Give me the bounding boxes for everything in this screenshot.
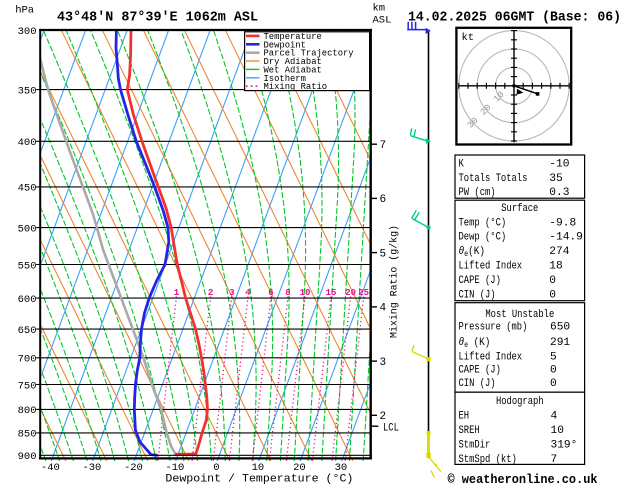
svg-text:291: 291 bbox=[550, 337, 570, 349]
svg-text:600: 600 bbox=[18, 294, 37, 306]
svg-text:CIN (J): CIN (J) bbox=[459, 289, 496, 301]
svg-text:900: 900 bbox=[18, 451, 37, 463]
svg-text:25: 25 bbox=[358, 288, 369, 298]
svg-text:7: 7 bbox=[380, 140, 387, 152]
svg-text:3: 3 bbox=[380, 357, 387, 369]
svg-text:StmDir: StmDir bbox=[459, 440, 491, 452]
svg-text:2: 2 bbox=[380, 411, 387, 423]
svg-text:10: 10 bbox=[551, 425, 565, 437]
svg-text:500: 500 bbox=[18, 223, 37, 235]
svg-text:CAPE (J): CAPE (J) bbox=[459, 275, 501, 287]
svg-text:0: 0 bbox=[550, 378, 557, 390]
svg-text:4: 4 bbox=[245, 288, 251, 298]
svg-text:Mixing Ratio: Mixing Ratio bbox=[264, 81, 328, 92]
svg-text:8: 8 bbox=[285, 288, 290, 298]
svg-text:Lifted Index: Lifted Index bbox=[459, 261, 523, 273]
svg-text:Dewpoint / Temperature (°C): Dewpoint / Temperature (°C) bbox=[165, 474, 353, 486]
svg-text:-14.9: -14.9 bbox=[549, 232, 583, 244]
svg-text:Isotherm: Isotherm bbox=[264, 73, 307, 84]
svg-text:Mixing Ratio (g/kg): Mixing Ratio (g/kg) bbox=[389, 225, 401, 338]
svg-text:EH: EH bbox=[459, 411, 470, 423]
svg-text:0: 0 bbox=[213, 462, 219, 474]
svg-text:Dry Adiabat: Dry Adiabat bbox=[264, 56, 322, 67]
svg-text:StmSpd (kt): StmSpd (kt) bbox=[459, 454, 517, 466]
svg-text:300: 300 bbox=[18, 26, 37, 38]
svg-text:6: 6 bbox=[380, 194, 387, 206]
svg-text:Surface: Surface bbox=[501, 203, 538, 215]
svg-text:35: 35 bbox=[549, 173, 562, 185]
svg-text:15: 15 bbox=[326, 288, 337, 298]
svg-text:30: 30 bbox=[335, 462, 348, 474]
svg-text:0.3: 0.3 bbox=[549, 187, 569, 199]
svg-text:750: 750 bbox=[18, 380, 37, 392]
svg-text:-10: -10 bbox=[549, 158, 569, 170]
svg-text:ASL: ASL bbox=[373, 15, 392, 27]
svg-text:800: 800 bbox=[18, 405, 37, 417]
svg-text:4: 4 bbox=[551, 411, 558, 423]
svg-text:θe(K): θe(K) bbox=[459, 246, 486, 259]
svg-text:Pressure (mb): Pressure (mb) bbox=[459, 321, 528, 333]
svg-text:650: 650 bbox=[18, 325, 37, 337]
svg-text:Dewpoint: Dewpoint bbox=[264, 39, 306, 50]
svg-text:km: km bbox=[373, 3, 386, 15]
svg-text:-9.8: -9.8 bbox=[549, 217, 576, 229]
svg-text:10: 10 bbox=[252, 462, 265, 474]
svg-text:-30: -30 bbox=[82, 462, 101, 474]
svg-text:400: 400 bbox=[18, 137, 37, 149]
svg-text:3: 3 bbox=[229, 288, 234, 298]
svg-text:43°48'N 87°39'E 1062m ASL: 43°48'N 87°39'E 1062m ASL bbox=[57, 10, 258, 25]
svg-text:CIN (J): CIN (J) bbox=[459, 378, 496, 390]
svg-text:14.02.2025 06GMT (Base: 06): 14.02.2025 06GMT (Base: 06) bbox=[408, 10, 621, 25]
svg-text:CAPE (J): CAPE (J) bbox=[459, 365, 501, 377]
svg-text:PW (cm): PW (cm) bbox=[459, 187, 496, 199]
svg-text:hPa: hPa bbox=[15, 5, 34, 17]
svg-text:-40: -40 bbox=[41, 462, 60, 474]
svg-text:Parcel Trajectory: Parcel Trajectory bbox=[264, 48, 355, 59]
svg-text:-20: -20 bbox=[124, 462, 143, 474]
svg-text:2: 2 bbox=[208, 288, 213, 298]
svg-text:5: 5 bbox=[380, 248, 387, 260]
svg-text:Temperature: Temperature bbox=[264, 31, 322, 42]
svg-text:18: 18 bbox=[549, 261, 562, 273]
svg-text:0: 0 bbox=[550, 365, 557, 377]
svg-text:650: 650 bbox=[550, 321, 570, 333]
svg-text:20: 20 bbox=[345, 288, 356, 298]
svg-text:0: 0 bbox=[549, 275, 556, 287]
svg-text:Temp (°C): Temp (°C) bbox=[459, 217, 507, 229]
svg-text:Lifted Index: Lifted Index bbox=[459, 351, 523, 363]
svg-text:Totals Totals: Totals Totals bbox=[459, 173, 528, 185]
svg-text:550: 550 bbox=[18, 260, 37, 272]
svg-text:10: 10 bbox=[300, 288, 311, 298]
svg-text:850: 850 bbox=[18, 429, 37, 441]
svg-text:20: 20 bbox=[293, 462, 306, 474]
svg-text:0: 0 bbox=[549, 289, 556, 301]
svg-text:Dewp (°C): Dewp (°C) bbox=[459, 232, 507, 244]
svg-text:Hodograph: Hodograph bbox=[496, 396, 544, 408]
svg-text:450: 450 bbox=[18, 183, 37, 195]
svg-text:5: 5 bbox=[550, 351, 557, 363]
svg-text:7: 7 bbox=[551, 454, 558, 466]
svg-text:Wet Adiabat: Wet Adiabat bbox=[264, 64, 322, 75]
svg-text:θe (K): θe (K) bbox=[459, 337, 491, 350]
svg-text:4: 4 bbox=[380, 303, 387, 315]
svg-text:K: K bbox=[459, 158, 465, 170]
svg-text:-10: -10 bbox=[165, 462, 184, 474]
svg-text:319°: 319° bbox=[551, 440, 578, 452]
svg-text:274: 274 bbox=[549, 246, 569, 258]
svg-text:SREH: SREH bbox=[459, 425, 480, 437]
svg-text:LCL: LCL bbox=[383, 422, 399, 434]
svg-text:350: 350 bbox=[18, 85, 37, 97]
svg-text:700: 700 bbox=[18, 354, 37, 366]
svg-text:1: 1 bbox=[174, 288, 180, 298]
svg-text:kt: kt bbox=[462, 32, 475, 44]
svg-text:Most Unstable: Most Unstable bbox=[485, 309, 554, 321]
svg-text:© weatheronline.co.uk: © weatheronline.co.uk bbox=[448, 473, 598, 486]
svg-text:6: 6 bbox=[268, 288, 273, 298]
